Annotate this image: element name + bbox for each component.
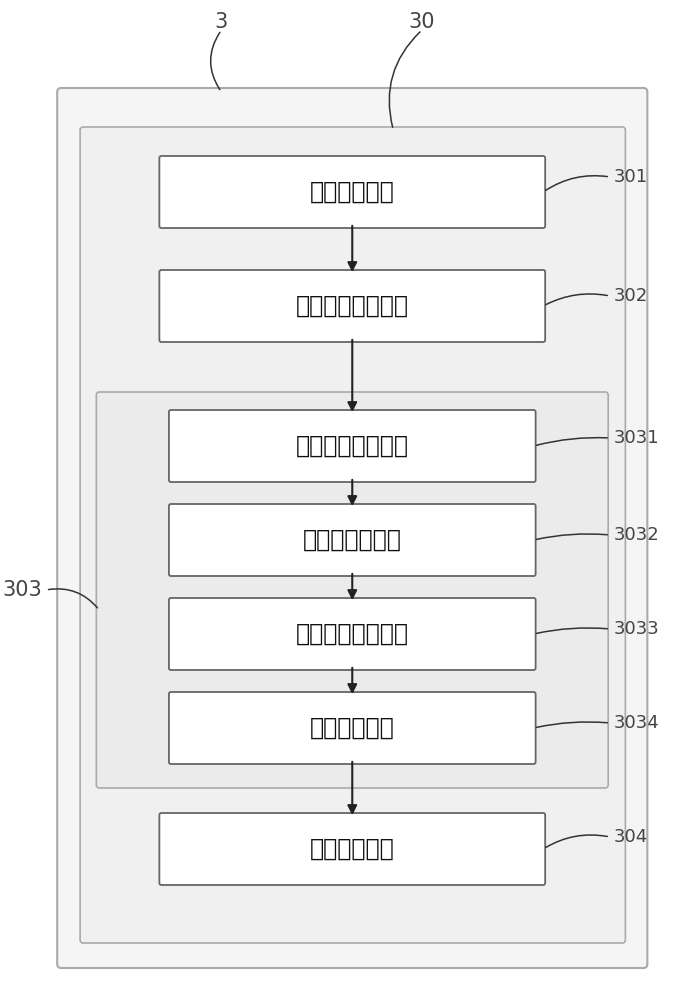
Text: 301: 301 bbox=[614, 168, 648, 186]
Text: 历史数据获取模块: 历史数据获取模块 bbox=[296, 294, 409, 318]
FancyBboxPatch shape bbox=[57, 88, 648, 968]
FancyBboxPatch shape bbox=[169, 410, 535, 482]
Text: 3032: 3032 bbox=[614, 526, 660, 544]
FancyBboxPatch shape bbox=[97, 392, 608, 788]
Text: 阈值设置模块: 阈值设置模块 bbox=[310, 837, 395, 861]
Text: 浮动系数获取单元: 浮动系数获取单元 bbox=[296, 622, 409, 646]
FancyBboxPatch shape bbox=[169, 598, 535, 670]
FancyBboxPatch shape bbox=[169, 692, 535, 764]
Text: 303: 303 bbox=[2, 580, 42, 600]
Text: 304: 304 bbox=[614, 828, 648, 846]
FancyBboxPatch shape bbox=[160, 270, 545, 342]
Text: 3031: 3031 bbox=[614, 429, 660, 447]
FancyBboxPatch shape bbox=[160, 156, 545, 228]
FancyBboxPatch shape bbox=[169, 504, 535, 576]
FancyBboxPatch shape bbox=[160, 813, 545, 885]
Text: 调度代理模块: 调度代理模块 bbox=[310, 180, 395, 204]
Text: 30: 30 bbox=[409, 12, 435, 32]
Text: 3033: 3033 bbox=[614, 620, 660, 638]
FancyBboxPatch shape bbox=[80, 127, 625, 943]
Text: 3034: 3034 bbox=[614, 714, 660, 732]
Text: 预测方程构建单元: 预测方程构建单元 bbox=[296, 434, 409, 458]
Text: 阈值获取单元: 阈值获取单元 bbox=[310, 716, 395, 740]
Text: 3: 3 bbox=[215, 12, 228, 32]
Text: 预测点获取单元: 预测点获取单元 bbox=[303, 528, 402, 552]
Text: 302: 302 bbox=[614, 287, 648, 305]
